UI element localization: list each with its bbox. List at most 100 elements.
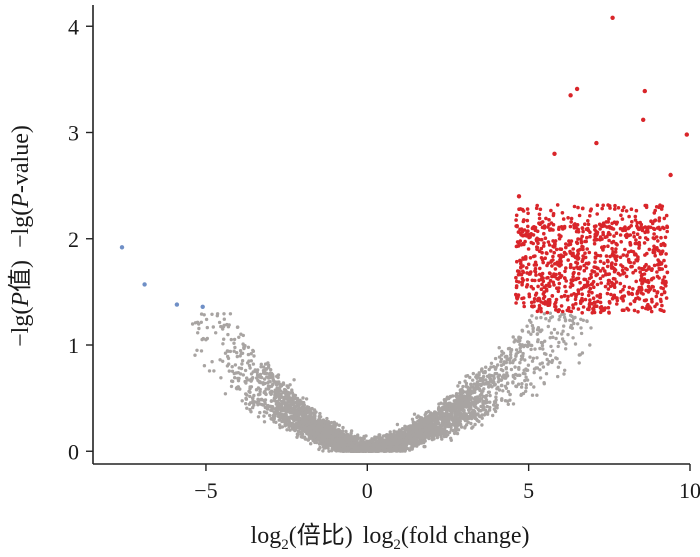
point-not-significant — [295, 426, 299, 430]
point-not-significant — [531, 356, 536, 360]
point-not-significant — [286, 398, 290, 402]
point-not-significant — [551, 349, 555, 353]
point-not-significant — [551, 335, 555, 339]
point-up-regulated — [598, 227, 602, 231]
point-not-significant — [581, 318, 585, 322]
point-not-significant — [355, 442, 360, 446]
point-not-significant — [497, 377, 501, 381]
point-up-regulated — [638, 270, 642, 274]
point-not-significant — [487, 367, 491, 372]
point-up-regulated — [514, 218, 518, 222]
point-not-significant — [469, 421, 473, 426]
point-not-significant — [258, 375, 262, 379]
point-up-regulated — [619, 240, 623, 244]
point-not-significant — [382, 444, 386, 448]
point-not-significant — [332, 423, 336, 427]
point-not-significant — [514, 352, 518, 356]
point-up-regulated — [527, 292, 531, 297]
point-not-significant — [251, 349, 256, 353]
point-not-significant — [533, 347, 537, 351]
point-up-regulated — [557, 308, 561, 312]
point-not-significant — [481, 371, 486, 375]
point-not-significant — [331, 435, 335, 440]
point-not-significant — [240, 399, 244, 403]
point-not-significant — [462, 415, 467, 419]
point-not-significant — [304, 409, 308, 414]
point-up-regulated — [580, 234, 584, 239]
point-not-significant — [227, 369, 231, 373]
point-not-significant — [267, 387, 271, 391]
point-not-significant — [318, 434, 323, 438]
point-not-significant — [460, 405, 464, 410]
point-up-regulated — [577, 271, 581, 276]
point-not-significant — [318, 427, 322, 432]
point-not-significant — [317, 414, 321, 419]
point-not-significant — [479, 389, 484, 393]
point-not-significant — [397, 428, 402, 432]
point-up-regulated — [542, 241, 546, 245]
point-up-regulated — [593, 251, 598, 256]
point-not-significant — [449, 428, 453, 432]
point-not-significant — [479, 368, 484, 372]
point-not-significant — [282, 419, 286, 424]
point-up-regulated — [613, 262, 618, 267]
point-not-significant — [475, 418, 480, 423]
point-not-significant — [493, 367, 498, 371]
point-up-regulated — [558, 258, 562, 262]
point-not-significant — [577, 361, 581, 365]
point-not-significant — [408, 448, 412, 452]
point-not-significant — [341, 437, 345, 441]
point-not-significant — [543, 339, 547, 343]
point-not-significant — [341, 429, 345, 433]
point-not-significant — [376, 444, 381, 448]
point-not-significant — [307, 415, 311, 420]
point-not-significant — [538, 362, 542, 366]
point-not-significant — [259, 362, 263, 366]
point-not-significant — [456, 400, 460, 404]
point-up-regulated — [652, 263, 657, 268]
point-up-regulated — [557, 271, 562, 276]
point-not-significant — [484, 378, 488, 382]
point-not-significant — [530, 314, 534, 318]
point-not-significant — [222, 317, 226, 321]
point-not-significant — [295, 432, 300, 436]
point-up-regulated — [652, 288, 657, 293]
point-not-significant — [255, 369, 259, 373]
point-not-significant — [388, 430, 392, 434]
point-not-significant — [468, 416, 472, 420]
point-up-regulated — [663, 235, 668, 240]
point-not-significant — [219, 376, 223, 380]
point-up-regulated — [572, 204, 577, 209]
point-not-significant — [258, 392, 262, 396]
point-not-significant — [330, 431, 335, 435]
point-not-significant — [423, 444, 427, 449]
point-not-significant — [488, 383, 492, 387]
point-not-significant — [508, 361, 512, 365]
point-not-significant — [519, 385, 524, 389]
point-not-significant — [564, 342, 568, 346]
point-up-regulated — [632, 261, 636, 265]
point-not-significant — [439, 407, 444, 411]
point-not-significant — [235, 385, 239, 390]
point-not-significant — [346, 439, 351, 443]
point-not-significant — [265, 367, 269, 371]
point-not-significant — [500, 349, 504, 354]
point-not-significant — [250, 396, 255, 400]
point-not-significant — [300, 432, 305, 436]
point-not-significant — [431, 412, 435, 416]
point-not-significant — [279, 392, 283, 397]
point-not-significant — [409, 434, 413, 438]
point-not-significant — [262, 410, 267, 414]
point-not-significant — [493, 371, 497, 376]
point-not-significant — [269, 368, 273, 372]
point-not-significant — [465, 417, 469, 421]
point-not-significant — [496, 385, 500, 389]
point-not-significant — [480, 416, 484, 420]
point-not-significant — [297, 417, 302, 422]
point-not-significant — [427, 436, 431, 441]
point-not-significant — [260, 402, 264, 407]
point-up-regulated — [562, 293, 567, 298]
point-not-significant — [520, 382, 524, 386]
point-up-regulated — [571, 303, 575, 307]
point-not-significant — [480, 391, 484, 396]
